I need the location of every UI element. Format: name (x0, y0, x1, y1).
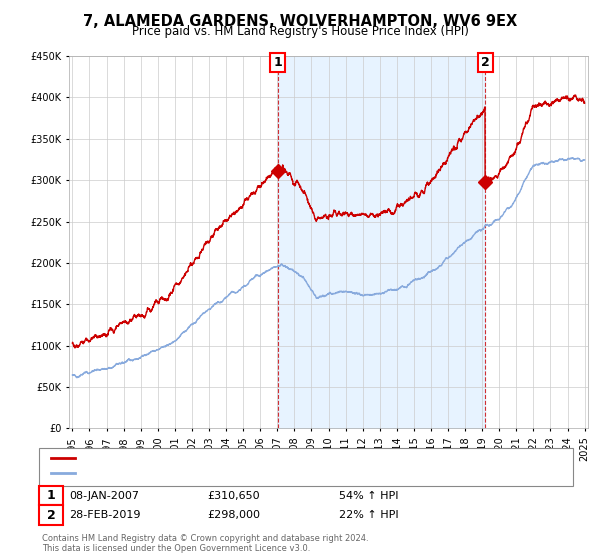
Text: Contains HM Land Registry data © Crown copyright and database right 2024.
This d: Contains HM Land Registry data © Crown c… (42, 534, 368, 553)
Text: 7, ALAMEDA GARDENS, WOLVERHAMPTON, WV6 9EX (detached house): 7, ALAMEDA GARDENS, WOLVERHAMPTON, WV6 9… (81, 453, 436, 463)
Text: 54% ↑ HPI: 54% ↑ HPI (339, 491, 398, 501)
Text: 08-JAN-2007: 08-JAN-2007 (69, 491, 139, 501)
Text: HPI: Average price, detached house, Wolverhampton: HPI: Average price, detached house, Wolv… (81, 468, 344, 478)
Text: 2: 2 (47, 508, 55, 522)
Text: 7, ALAMEDA GARDENS, WOLVERHAMPTON, WV6 9EX: 7, ALAMEDA GARDENS, WOLVERHAMPTON, WV6 9… (83, 14, 517, 29)
Text: £310,650: £310,650 (207, 491, 260, 501)
Text: 28-FEB-2019: 28-FEB-2019 (69, 510, 140, 520)
Text: £298,000: £298,000 (207, 510, 260, 520)
Text: 1: 1 (274, 56, 282, 69)
Text: Price paid vs. HM Land Registry's House Price Index (HPI): Price paid vs. HM Land Registry's House … (131, 25, 469, 38)
Text: 22% ↑ HPI: 22% ↑ HPI (339, 510, 398, 520)
Text: 2: 2 (481, 56, 490, 69)
Text: 1: 1 (47, 489, 55, 502)
